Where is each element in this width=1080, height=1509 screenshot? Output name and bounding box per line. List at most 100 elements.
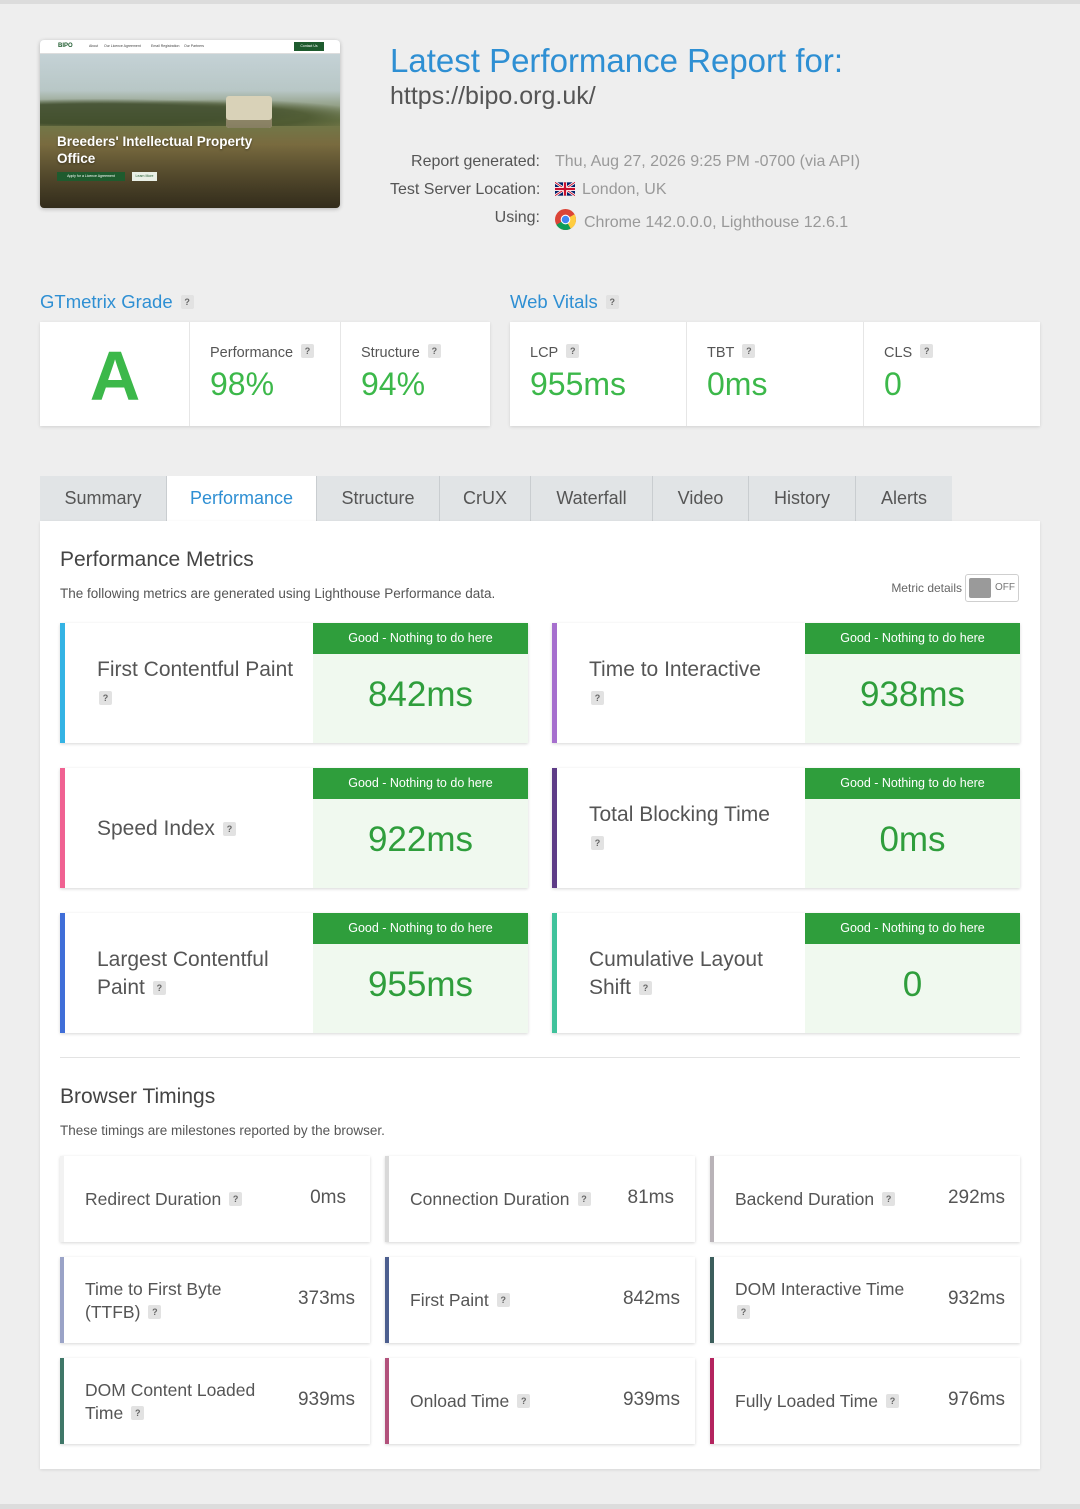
metric-status-banner: Good - Nothing to do here: [805, 913, 1020, 944]
lcp-cell: LCP? 955ms: [510, 322, 687, 426]
performance-metrics-description: The following metrics are generated usin…: [60, 586, 496, 601]
metric-color-bar: [60, 913, 65, 1033]
tab-alerts[interactable]: Alerts: [880, 488, 927, 508]
help-icon[interactable]: ?: [920, 344, 934, 358]
thumbnail-contact-button: Contact Us: [294, 42, 324, 51]
gtmetrix-grade-card: A Performance? 98% Structure? 94%: [40, 322, 490, 426]
metric-name-text: Time to Interactive: [589, 658, 761, 681]
metric-details-toggle[interactable]: OFF: [965, 574, 1019, 602]
timing-value: 81ms: [627, 1187, 674, 1208]
metric-name: Largest Contentful Paint?: [97, 946, 297, 1002]
metric-status-banner: Good - Nothing to do here: [313, 623, 528, 654]
metric-card-fcp[interactable]: First Contentful Paint? Good - Nothing t…: [60, 623, 528, 743]
thumbnail-field: [40, 120, 340, 208]
help-icon[interactable]: ?: [566, 344, 580, 358]
metric-name-text: First Contentful Paint: [97, 658, 294, 681]
thumbnail-hero-title: Breeders' Intellectual Property Office: [57, 134, 253, 166]
performance-score-cell: Performance? 98%: [190, 322, 341, 426]
server-location-text: London, UK: [582, 181, 667, 198]
help-icon[interactable]: ?: [99, 691, 112, 705]
timing-color-bar: [710, 1358, 714, 1444]
help-icon[interactable]: ?: [737, 1305, 750, 1319]
help-icon[interactable]: ?: [591, 691, 604, 705]
uk-flag-icon: [555, 182, 575, 196]
metric-card-lcp[interactable]: Largest Contentful Paint? Good - Nothing…: [60, 913, 528, 1033]
help-icon[interactable]: ?: [229, 1192, 243, 1206]
tab-waterfall[interactable]: Waterfall: [531, 476, 653, 521]
metric-name-text: Cumulative Layout Shift: [589, 948, 763, 999]
metric-color-bar: [552, 623, 557, 743]
help-icon[interactable]: ?: [742, 344, 756, 358]
thumbnail-nav-link: Our Partners: [184, 44, 205, 48]
tab-summary[interactable]: Summary: [40, 476, 167, 521]
thumbnail-hero-primary-button: Apply for a Licence Agreement: [57, 172, 125, 181]
metric-value: 0: [902, 965, 923, 1004]
thumbnail-harvester: [226, 96, 272, 128]
timing-value: 939ms: [622, 1389, 680, 1410]
lcp-label-text: LCP: [530, 345, 559, 361]
help-icon[interactable]: ?: [886, 1394, 899, 1408]
help-icon[interactable]: ?: [517, 1394, 531, 1408]
metric-result: Good - Nothing to do here 0ms: [805, 768, 1020, 888]
help-icon[interactable]: ?: [882, 1192, 896, 1206]
tab-crux[interactable]: CrUX: [440, 476, 531, 521]
timing-card-ttfb: Time to First Byte (TTFB)? 373ms: [60, 1257, 370, 1343]
timing-name-text: Time to First Byte (TTFB): [85, 1279, 222, 1322]
metric-name: Total Blocking Time?: [589, 801, 799, 857]
browser-timings-heading: Browser Timings: [60, 1085, 216, 1108]
thumbnail-nav: BIPO About Our Licence Agreement Email R…: [40, 40, 340, 54]
timing-color-bar: [385, 1358, 389, 1444]
using-label: Using:: [494, 209, 540, 226]
thumbnail-nav-link: About: [89, 44, 99, 48]
performance-score-label-text: Performance: [210, 345, 294, 361]
report-url[interactable]: https://bipo.org.uk/: [390, 82, 596, 110]
cls-label: CLS?: [884, 344, 934, 361]
metric-card-tbt[interactable]: Total Blocking Time? Good - Nothing to d…: [552, 768, 1020, 888]
timing-card-dom-interactive: DOM Interactive Time? 932ms: [710, 1257, 1020, 1343]
help-icon[interactable]: ?: [605, 295, 619, 309]
help-icon[interactable]: ?: [639, 981, 653, 995]
structure-score-label: Structure?: [361, 344, 441, 361]
help-icon[interactable]: ?: [591, 836, 604, 850]
timing-card-backend-duration: Backend Duration? 292ms: [710, 1156, 1020, 1242]
help-icon[interactable]: ?: [148, 1305, 162, 1319]
tbt-cell: TBT? 0ms: [687, 322, 864, 426]
lcp-label: LCP?: [530, 344, 580, 361]
page-screenshot-thumbnail[interactable]: BIPO About Our Licence Agreement Email R…: [40, 40, 340, 208]
help-icon[interactable]: ?: [577, 1192, 591, 1206]
metric-name: First Contentful Paint?: [97, 656, 307, 712]
help-icon[interactable]: ?: [152, 981, 166, 995]
tab-history[interactable]: History: [749, 476, 856, 521]
timing-value: 939ms: [297, 1389, 355, 1410]
help-icon[interactable]: ?: [180, 295, 194, 309]
performance-panel: Performance Metrics The following metric…: [40, 521, 1040, 1469]
help-icon[interactable]: ?: [301, 344, 315, 358]
report-tabs: Summary Performance Structure CrUX Water…: [40, 476, 952, 521]
metric-name: Time to Interactive?: [589, 656, 799, 712]
cls-value: 0: [884, 366, 902, 402]
tab-performance[interactable]: Performance: [167, 476, 317, 521]
metric-result: Good - Nothing to do here 922ms: [313, 768, 528, 888]
tbt-label-text: TBT: [707, 345, 735, 361]
thumbnail-nav-link: Email Registration: [151, 44, 180, 48]
metric-value: 842ms: [367, 675, 474, 714]
help-icon[interactable]: ?: [496, 1293, 510, 1307]
timing-name: Backend Duration?: [735, 1188, 935, 1211]
tab-video[interactable]: Video: [653, 476, 749, 521]
timing-color-bar: [710, 1257, 714, 1343]
timing-card-onload: Onload Time? 939ms: [385, 1358, 695, 1444]
server-location-label: Test Server Location:: [390, 181, 541, 198]
help-icon[interactable]: ?: [131, 1406, 145, 1420]
metric-card-cls[interactable]: Cumulative Layout Shift? Good - Nothing …: [552, 913, 1020, 1033]
help-icon[interactable]: ?: [222, 822, 236, 836]
metric-card-tti[interactable]: Time to Interactive? Good - Nothing to d…: [552, 623, 1020, 743]
metric-result: Good - Nothing to do here 955ms: [313, 913, 528, 1033]
browser-timings-description: These timings are milestones reported by…: [60, 1123, 385, 1138]
timing-card-redirect-duration: Redirect Duration? 0ms: [60, 1156, 370, 1242]
tab-structure[interactable]: Structure: [317, 476, 440, 521]
metric-card-speed-index[interactable]: Speed Index? Good - Nothing to do here 9…: [60, 768, 528, 888]
lcp-value: 955ms: [530, 366, 627, 402]
help-icon[interactable]: ?: [427, 344, 441, 358]
thumbnail-hero-secondary-button: Learn More: [132, 172, 157, 181]
metric-value: 938ms: [859, 675, 966, 714]
